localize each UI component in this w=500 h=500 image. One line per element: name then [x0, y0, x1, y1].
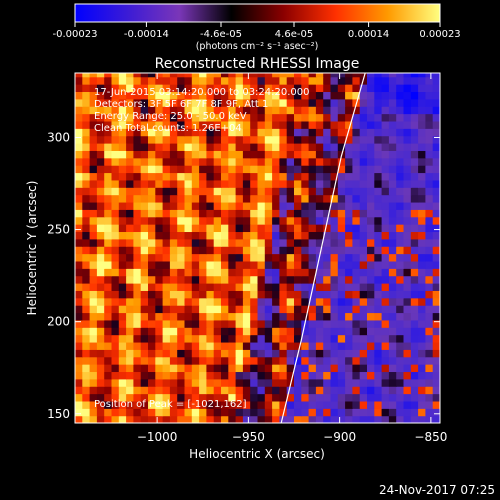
annotation-energy-range: Energy Range: 25.0 - 50.0 keV — [94, 111, 247, 122]
colorbar-tick-label: -4.6e-05 — [200, 29, 242, 40]
y-tick-label: 200 — [47, 315, 70, 329]
y-tick-label: 300 — [47, 130, 70, 144]
y-axis-label: Heliocentric Y (arcsec) — [25, 181, 39, 316]
solar-limb-curve — [280, 73, 366, 423]
y-tick-label: 150 — [47, 407, 70, 421]
y-tick-label: 250 — [47, 223, 70, 237]
x-tick-label: −950 — [232, 430, 265, 444]
x-axis-label: Heliocentric X (arcsec) — [189, 447, 325, 461]
colorbar-tick-label: -0.00023 — [53, 29, 98, 40]
x-axis-ticks: −1000 −950 −900 −850 — [137, 73, 447, 444]
colorbar-gradient — [74, 3, 441, 23]
colorbar-tick-label: 0.00014 — [348, 29, 389, 40]
colorbar-ticks: -0.00023 -0.00014 -4.6e-05 4.6e-05 0.00014 0.… — [53, 22, 461, 40]
annotation-block: 17-Jun-2015 03:14:20.000 to 03:24:20.000… — [94, 87, 310, 410]
colorbar-units-label: (photons cm⁻² s⁻¹ asec⁻²) — [196, 41, 319, 52]
x-tick-label: −850 — [414, 430, 447, 444]
footer-timestamp: 24-Nov-2017 07:25 — [379, 483, 495, 497]
annotation-total-counts: Clean Total counts: 1.26E+04 — [94, 123, 242, 134]
annotation-time-range: 17-Jun-2015 03:14:20.000 to 03:24:20.000 — [94, 87, 310, 98]
x-tick-label: −900 — [323, 430, 356, 444]
annotation-detectors: Detectors: 3F 5F 6F 7F 8F 9F, Att 1 — [94, 99, 268, 110]
colorbar: -0.00023 -0.00014 -4.6e-05 4.6e-05 0.00014 0.… — [53, 3, 461, 52]
colorbar-tick-label: -0.00014 — [124, 29, 169, 40]
colorbar-tick-label: 0.00023 — [419, 29, 460, 40]
y-axis-ticks: 150 200 250 300 — [47, 130, 440, 421]
x-tick-label: −1000 — [137, 430, 178, 444]
annotation-peak-position: Position of Peak = [-1021,162] — [94, 399, 247, 410]
plot-frame — [74, 72, 441, 424]
chart-title: Reconstructed RHESSI Image — [155, 56, 360, 72]
heatmap — [75, 73, 440, 423]
colorbar-tick-label: 4.6e-05 — [275, 29, 313, 40]
